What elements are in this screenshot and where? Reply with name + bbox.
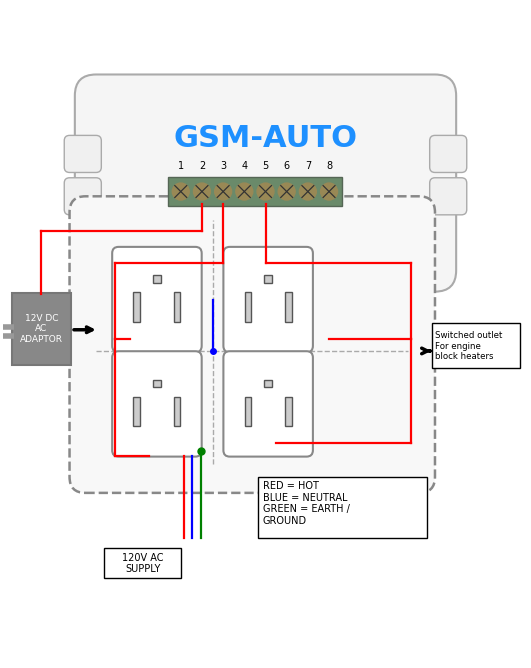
Bar (104, 548, 181, 578)
Circle shape (172, 183, 189, 200)
Bar (285, 397, 292, 426)
Circle shape (193, 183, 210, 200)
Text: 2: 2 (199, 162, 205, 172)
Circle shape (257, 183, 274, 200)
FancyBboxPatch shape (64, 136, 101, 172)
Bar (285, 293, 292, 321)
Bar (153, 275, 161, 283)
Bar (133, 293, 140, 321)
FancyBboxPatch shape (430, 136, 467, 172)
Text: 4: 4 (241, 162, 247, 172)
Text: 7: 7 (305, 162, 311, 172)
Text: 12V DC
AC
ADAPTOR: 12V DC AC ADAPTOR (20, 314, 63, 343)
Text: 3: 3 (220, 162, 226, 172)
Bar (245, 397, 252, 426)
FancyBboxPatch shape (430, 178, 467, 215)
Text: 5: 5 (262, 162, 269, 172)
FancyBboxPatch shape (70, 196, 435, 493)
Bar (258, 477, 427, 538)
Circle shape (236, 183, 253, 200)
FancyBboxPatch shape (64, 178, 101, 215)
Circle shape (215, 183, 232, 200)
Text: 1: 1 (178, 162, 184, 172)
FancyBboxPatch shape (75, 75, 456, 292)
Bar (264, 380, 272, 387)
FancyBboxPatch shape (112, 247, 202, 352)
FancyBboxPatch shape (224, 351, 313, 457)
FancyBboxPatch shape (12, 293, 71, 365)
Bar (264, 275, 272, 283)
Bar (133, 397, 140, 426)
Bar (174, 397, 181, 426)
Text: Switched outlet
For engine
block heaters: Switched outlet For engine block heaters (435, 331, 502, 361)
Text: RED = HOT
BLUE = NEUTRAL
GREEN = EARTH /
GROUND: RED = HOT BLUE = NEUTRAL GREEN = EARTH /… (263, 481, 350, 526)
Text: 6: 6 (284, 162, 290, 172)
Text: 120V AC
SUPPLY: 120V AC SUPPLY (122, 552, 164, 574)
FancyBboxPatch shape (112, 351, 202, 457)
Circle shape (299, 183, 316, 200)
Bar (245, 293, 252, 321)
Bar (174, 293, 181, 321)
Bar (432, 323, 520, 369)
Circle shape (278, 183, 295, 200)
FancyBboxPatch shape (224, 247, 313, 352)
Text: GSM-AUTO: GSM-AUTO (174, 124, 357, 152)
Bar (167, 177, 342, 206)
Bar (153, 380, 161, 387)
Text: 8: 8 (326, 162, 332, 172)
Circle shape (321, 183, 338, 200)
